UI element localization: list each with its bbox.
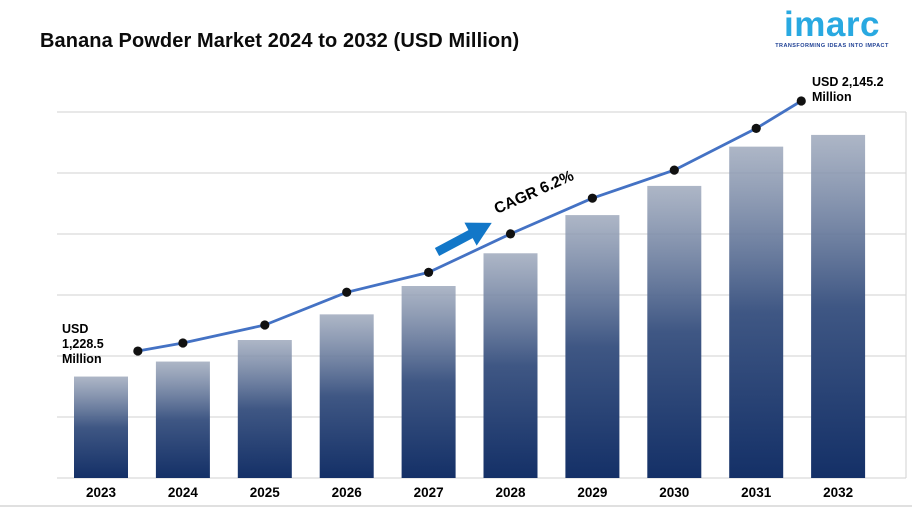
chart-title: Banana Powder Market 2024 to 2032 (USD M… (40, 30, 520, 52)
data-point-2023 (133, 346, 143, 356)
data-point-2026 (342, 287, 352, 297)
data-point-2032 (796, 96, 806, 106)
x-tick-2023: 2023 (86, 485, 117, 500)
x-tick-2031: 2031 (741, 485, 772, 500)
bar-2028 (483, 253, 538, 478)
start-value-label: USD 1,228.5 Million (62, 322, 104, 366)
data-point-2027 (424, 267, 434, 277)
bar-2032 (811, 134, 866, 478)
imarc-logo-text: imarc (784, 5, 880, 44)
imarc-logo: imarc TRANSFORMING IDEAS INTO IMPACT (764, 5, 900, 50)
x-tick-2029: 2029 (577, 485, 607, 500)
x-tick-2027: 2027 (414, 485, 444, 500)
bar-2024 (155, 361, 210, 478)
data-point-2028 (505, 229, 516, 239)
data-point-2030 (669, 165, 679, 175)
bar-2026 (319, 314, 374, 478)
bar-2031 (729, 146, 784, 479)
x-tick-2028: 2028 (495, 485, 526, 500)
data-point-2024 (178, 338, 188, 348)
x-tick-2032: 2032 (823, 485, 853, 500)
bar-2023 (74, 376, 128, 478)
x-tick-2025: 2025 (250, 485, 281, 500)
bar-2029 (565, 215, 620, 478)
trend-line (136, 99, 803, 353)
data-point-2025 (260, 320, 270, 330)
bar-2027 (401, 286, 456, 478)
end-value-label: USD 2,145.2 Million (812, 75, 884, 104)
data-point-2029 (587, 193, 598, 203)
bar-2030 (647, 185, 702, 478)
x-tick-2030: 2030 (659, 485, 689, 500)
imarc-logo-tagline: TRANSFORMING IDEAS INTO IMPACT (775, 43, 889, 50)
cagr-arrow-icon (434, 222, 492, 256)
x-tick-2026: 2026 (332, 485, 363, 500)
x-tick-2024: 2024 (168, 485, 199, 500)
data-point-2031 (751, 123, 761, 133)
bar-2025 (237, 340, 292, 478)
